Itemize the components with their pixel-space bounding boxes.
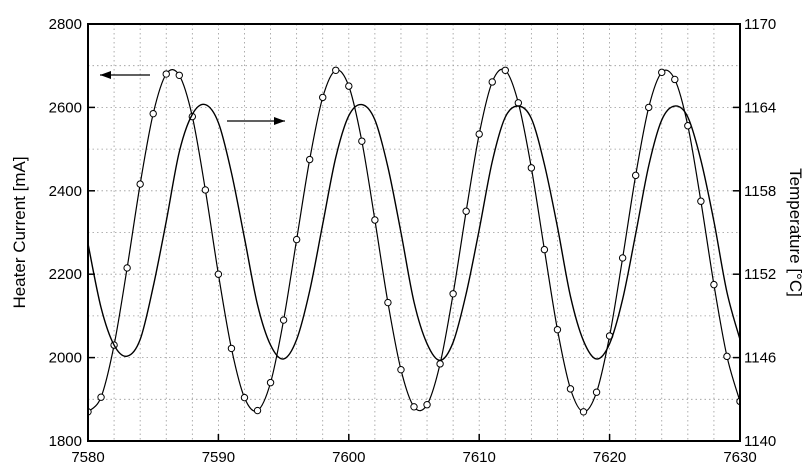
current-data-point bbox=[488, 78, 496, 86]
y-tick-label-left: 2000 bbox=[49, 350, 82, 367]
current-data-point bbox=[371, 216, 379, 224]
current-data-point bbox=[384, 298, 392, 307]
current-data-point bbox=[266, 378, 275, 387]
current-data-point bbox=[201, 186, 210, 194]
current-series-line bbox=[88, 68, 740, 413]
current-data-point bbox=[345, 82, 353, 90]
plot-area bbox=[88, 66, 740, 416]
current-data-point bbox=[671, 75, 679, 84]
y-tick-label-left: 2200 bbox=[49, 266, 82, 283]
y-tick-label-right: 1164 bbox=[744, 99, 776, 116]
current-data-point bbox=[97, 393, 105, 401]
arrow-left-axis bbox=[100, 71, 150, 79]
x-tick-label: 7590 bbox=[202, 449, 235, 466]
y-tick-label-right: 1140 bbox=[744, 433, 776, 450]
y-tick-label-left: 2400 bbox=[49, 183, 82, 200]
current-data-point bbox=[397, 365, 405, 374]
x-tick-label: 7600 bbox=[332, 449, 365, 466]
current-data-point bbox=[579, 408, 588, 416]
current-data-point bbox=[592, 388, 601, 396]
y-tick-label-right: 1170 bbox=[744, 16, 776, 33]
current-data-point bbox=[449, 290, 457, 298]
plot-frame bbox=[87, 23, 741, 442]
current-data-point bbox=[292, 235, 301, 244]
y-tick-label-left: 2800 bbox=[49, 16, 82, 33]
current-data-point bbox=[723, 352, 731, 361]
current-data-point bbox=[475, 130, 483, 138]
current-data-point bbox=[645, 103, 653, 112]
current-data-point bbox=[436, 360, 444, 368]
current-data-point bbox=[710, 280, 718, 289]
current-data-point bbox=[358, 137, 366, 145]
current-data-point bbox=[227, 344, 236, 353]
current-data-point bbox=[462, 207, 470, 215]
y-tick-label-right: 1146 bbox=[744, 350, 776, 367]
current-data-point bbox=[410, 403, 418, 411]
grid bbox=[88, 24, 740, 441]
current-data-point bbox=[527, 164, 536, 172]
x-tick-label: 7620 bbox=[593, 449, 626, 466]
x-tick-label: 7580 bbox=[71, 449, 104, 466]
current-data-point bbox=[305, 155, 314, 164]
current-data-point bbox=[162, 70, 170, 78]
current-data-point bbox=[214, 270, 223, 278]
current-data-point bbox=[658, 68, 666, 77]
current-data-point bbox=[566, 385, 575, 393]
current-data-point bbox=[540, 245, 549, 254]
series-group bbox=[88, 66, 740, 416]
arrow-right-axis bbox=[227, 117, 285, 125]
temperature-series-line bbox=[88, 103, 740, 362]
current-data-point bbox=[175, 71, 183, 79]
y-tick-label-left: 2600 bbox=[49, 99, 82, 116]
current-data-point bbox=[553, 325, 562, 334]
y-tick-label-right: 1158 bbox=[744, 183, 776, 200]
current-data-point bbox=[149, 109, 157, 118]
current-data-point bbox=[279, 316, 288, 324]
annotations bbox=[100, 71, 285, 125]
x-tick-label: 7630 bbox=[723, 449, 756, 466]
ticks: 7580 7590 7600 7610 7620 7630 1800 2000 2200 2400… bbox=[49, 16, 777, 466]
current-data-point bbox=[253, 406, 262, 415]
current-data-point bbox=[514, 99, 523, 107]
current-data-point bbox=[240, 393, 249, 402]
current-data-point bbox=[136, 180, 144, 188]
current-data-point bbox=[697, 197, 705, 205]
current-data-point bbox=[123, 264, 131, 272]
current-data-point bbox=[319, 93, 327, 102]
y-tick-label-right: 1152 bbox=[744, 266, 776, 283]
current-data-point bbox=[618, 254, 627, 262]
y-axis-label-left: Heater Current [mA] bbox=[10, 156, 29, 308]
current-data-point bbox=[631, 171, 640, 180]
current-data-point bbox=[501, 66, 509, 74]
current-data-point bbox=[423, 401, 431, 409]
y-tick-label-left: 1800 bbox=[49, 433, 82, 450]
x-tick-label: 7610 bbox=[463, 449, 496, 466]
y-axis-label-right: Temperature [°C] bbox=[786, 168, 805, 297]
current-data-point bbox=[332, 66, 340, 74]
